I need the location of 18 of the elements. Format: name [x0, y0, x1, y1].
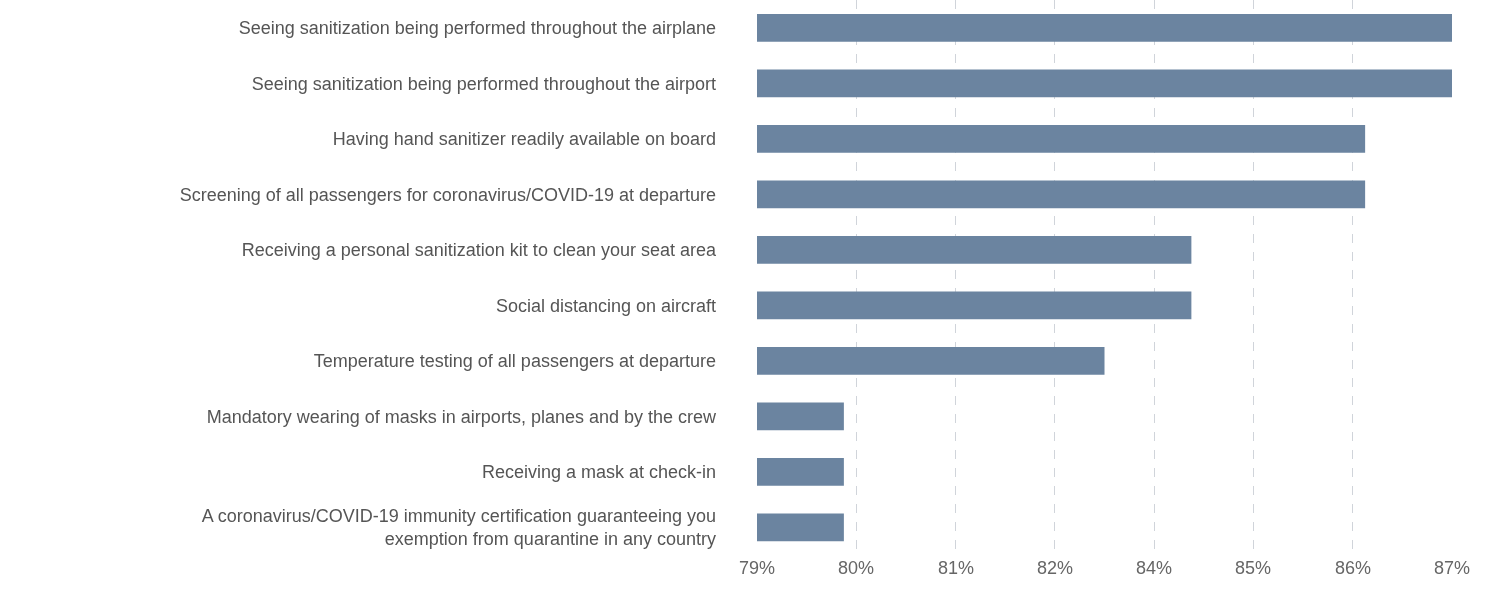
x-tick-label: 86%	[1334, 558, 1371, 578]
x-tick-label: 81%	[937, 558, 974, 578]
y-tick-label: Screening of all passengers for coronavirus/COVID-19 at departure	[179, 184, 716, 205]
x-tick-label: 82%	[1036, 558, 1073, 578]
y-tick-label: Receiving a personal sanitization kit to clean your seat area	[241, 240, 717, 261]
y-tick-label: Having hand sanitizer readily available on board	[332, 129, 716, 150]
y-tick-label: Seeing sanitization being performed throughout the airport	[251, 73, 716, 94]
x-tick-label: 84%	[1136, 558, 1173, 578]
y-tick-label: Temperature testing of all passengers at departure	[313, 351, 716, 372]
x-tick-label: 85%	[1235, 558, 1272, 578]
x-tick-label: 87%	[1433, 558, 1471, 578]
y-tick-label: Receiving a mask at check-in	[481, 462, 716, 483]
x-tick-label: 80%	[838, 558, 875, 578]
y-tick-label: A coronavirus/COVID-19 immunity certification guaranteeing you exemption from quarantine in any country	[201, 505, 716, 550]
y-tick-label: Seeing sanitization being performed throughout the airplane	[238, 18, 716, 39]
y-tick-label: Mandatory wearing of masks in airports, planes and by the crew	[206, 406, 717, 427]
y-tick-label: Social distancing on aircraft	[495, 295, 716, 316]
x-tick-label: 79%	[738, 558, 776, 578]
